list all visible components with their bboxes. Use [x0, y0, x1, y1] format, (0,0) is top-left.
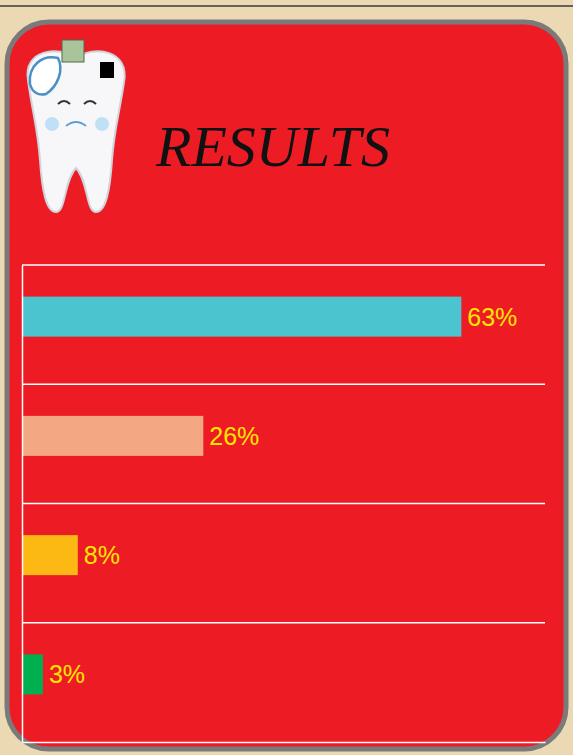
row-divider — [22, 384, 545, 386]
chart: RESULTS 63% 26% 8% 3% — [0, 0, 573, 755]
tooth-mouth — [66, 122, 86, 126]
tooth-body — [28, 51, 125, 212]
title: RESULTS — [155, 114, 390, 179]
row-divider — [22, 264, 545, 266]
data-labels: 63% 26% 8% 3% — [49, 303, 517, 689]
tooth-cavity — [100, 62, 114, 78]
bar — [22, 654, 43, 694]
y-axis — [22, 266, 23, 743]
tooth-cheek — [95, 117, 109, 131]
data-label: 8% — [84, 541, 120, 569]
x-axis-line — [23, 742, 546, 744]
row-divider — [22, 503, 545, 505]
row-dividers — [22, 265, 545, 623]
y-axis-line — [22, 266, 24, 743]
row-divider — [22, 622, 545, 624]
panel — [7, 22, 566, 749]
x-axis — [23, 742, 546, 743]
top-rule — [0, 5, 573, 7]
bars — [22, 297, 461, 695]
data-label: 3% — [49, 660, 85, 688]
tooth-money — [62, 40, 84, 62]
tooth-cap — [30, 57, 61, 94]
tooth-icon — [28, 40, 125, 212]
background — [0, 0, 573, 755]
bar — [22, 416, 203, 456]
data-label: 63% — [467, 303, 517, 331]
data-label: 26% — [209, 422, 259, 450]
bar — [22, 297, 461, 337]
tooth-eyes — [58, 101, 96, 104]
bar — [22, 535, 78, 575]
tooth-cheek — [45, 117, 59, 131]
